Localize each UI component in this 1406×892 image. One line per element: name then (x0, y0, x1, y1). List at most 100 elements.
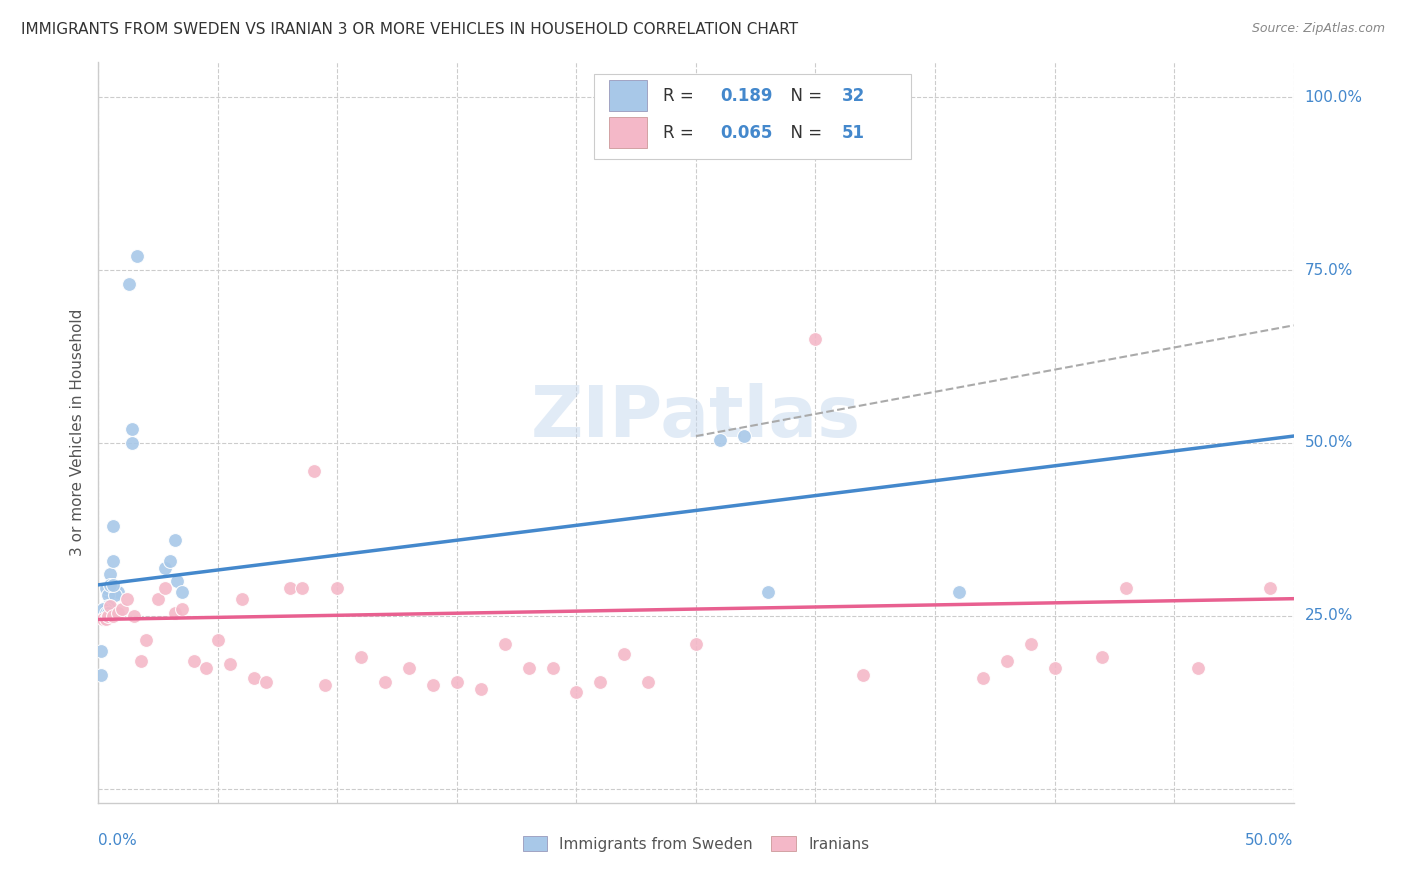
Point (1187, 661, 1209, 675)
Point (159, 554, 181, 568)
Point (172, 602, 194, 616)
Legend: Immigrants from Sweden, Iranians: Immigrants from Sweden, Iranians (516, 830, 876, 858)
Text: R =: R = (662, 87, 704, 104)
Point (470, 681, 492, 696)
Text: 32: 32 (842, 87, 865, 104)
Text: 0.189: 0.189 (720, 87, 772, 104)
Point (121, 436, 143, 450)
Point (98, 578, 122, 592)
Point (254, 674, 277, 689)
Point (115, 591, 138, 606)
Point (104, 582, 127, 596)
Point (166, 574, 188, 589)
Point (101, 609, 124, 624)
Point (155, 582, 177, 596)
Point (1019, 637, 1042, 651)
Point (1091, 650, 1114, 665)
Text: 0.065: 0.065 (720, 124, 772, 142)
Point (709, 433, 731, 447)
Text: N =: N = (779, 124, 827, 142)
Point (104, 588, 127, 602)
Point (637, 674, 659, 689)
Point (98, 567, 122, 582)
Point (852, 667, 875, 681)
Text: ZIPatlas: ZIPatlas (531, 384, 860, 452)
Text: R =: R = (662, 124, 704, 142)
Point (124, 609, 146, 624)
Y-axis label: 3 or more Vehicles in Household: 3 or more Vehicles in Household (69, 309, 84, 557)
Point (948, 584, 970, 599)
Text: IMMIGRANTS FROM SWEDEN VS IRANIAN 3 OR MORE VEHICLES IN HOUSEHOLD CORRELATION CH: IMMIGRANTS FROM SWEDEN VS IRANIAN 3 OR M… (21, 22, 799, 37)
Point (107, 606, 129, 620)
Point (219, 657, 242, 672)
Point (172, 584, 194, 599)
Point (613, 647, 636, 661)
Bar (595, 73, 911, 159)
Text: 100.0%: 100.0% (1305, 89, 1362, 104)
Point (422, 678, 444, 692)
Bar (609, 80, 647, 112)
Point (565, 685, 588, 699)
Point (90, 643, 112, 657)
Point (291, 582, 314, 596)
Text: 50.0%: 50.0% (1305, 435, 1353, 450)
Point (183, 654, 205, 668)
Point (804, 332, 827, 346)
Text: Source: ZipAtlas.com: Source: ZipAtlas.com (1251, 22, 1385, 36)
Point (111, 602, 134, 616)
Point (98, 599, 122, 613)
Point (243, 671, 266, 685)
Point (517, 661, 540, 675)
Point (589, 674, 612, 689)
Point (97, 599, 120, 613)
Point (97, 609, 120, 624)
Point (163, 606, 186, 620)
Point (685, 637, 707, 651)
Point (98, 582, 122, 596)
Point (101, 519, 124, 533)
Text: N =: N = (779, 87, 827, 104)
Point (278, 582, 301, 596)
Point (541, 661, 564, 675)
Point (97, 584, 120, 599)
Point (97, 588, 120, 602)
Text: 25.0%: 25.0% (1305, 608, 1353, 624)
Point (207, 633, 229, 648)
Point (118, 277, 141, 291)
Text: 0.0%: 0.0% (98, 833, 138, 848)
Point (163, 533, 186, 547)
Point (97, 606, 120, 620)
Point (326, 582, 349, 596)
Point (494, 637, 516, 651)
Point (125, 249, 148, 263)
Point (94, 612, 117, 626)
Point (374, 674, 396, 689)
Point (94, 606, 117, 620)
Point (1258, 582, 1281, 596)
Point (101, 554, 124, 568)
Point (995, 654, 1018, 668)
Point (91, 602, 114, 616)
Point (446, 674, 468, 689)
Point (148, 591, 170, 606)
Bar (609, 117, 647, 148)
Point (195, 661, 218, 675)
Text: 75.0%: 75.0% (1305, 262, 1353, 277)
Point (733, 429, 755, 443)
Point (91, 612, 114, 626)
Point (398, 661, 420, 675)
Point (90, 667, 112, 681)
Point (155, 560, 177, 574)
Point (231, 591, 253, 606)
Point (1115, 582, 1137, 596)
Point (121, 422, 143, 436)
Point (131, 654, 153, 668)
Point (135, 633, 157, 648)
Point (972, 671, 994, 685)
Point (101, 578, 124, 592)
Point (302, 464, 325, 478)
Text: 50.0%: 50.0% (1246, 833, 1294, 848)
Point (315, 678, 337, 692)
Point (94, 602, 117, 616)
Text: 51: 51 (842, 124, 865, 142)
